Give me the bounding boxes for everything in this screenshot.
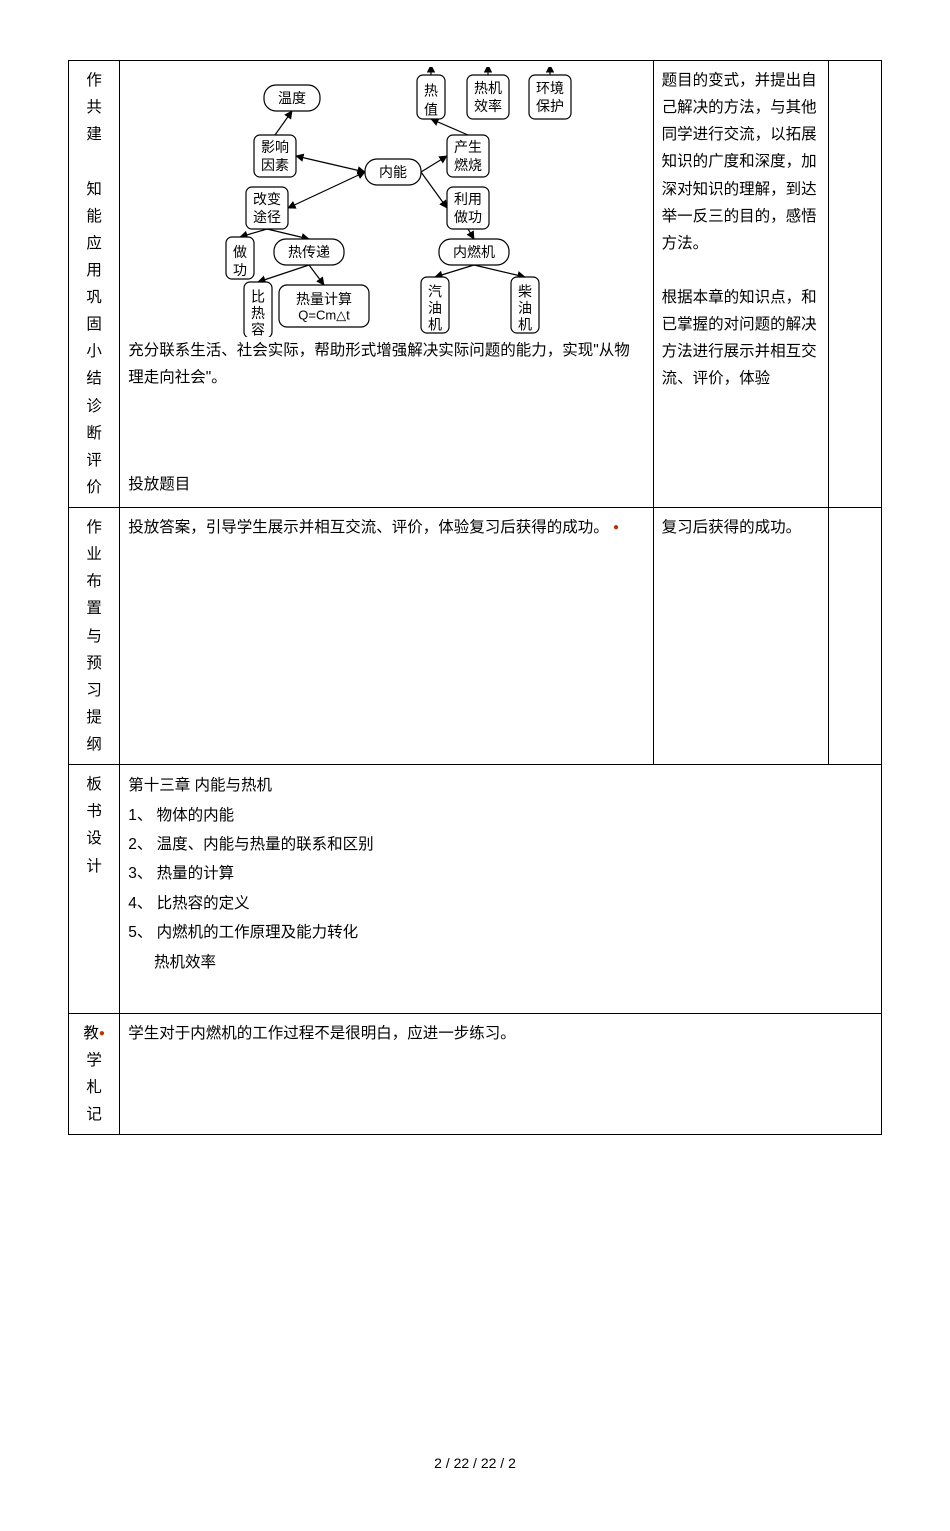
label-col-1: 作共建 知能应用 巩固小结 诊断评价 [69,61,120,508]
bd-item: 4、 比热容的定义 [128,889,873,918]
svg-text:利用: 利用 [454,191,482,207]
concept-map-svg: 温度热值热机效率环境保护影响因素内能产生燃烧改变途径利用做功做功热传递内燃机比热… [171,67,601,337]
svg-text:机: 机 [518,317,532,333]
row-section-3: 板书设计 第十三章 内能与热机 1、 物体的内能 2、 温度、内能与热量的联系和… [69,765,882,1014]
row-section-4: 教●学札记 学生对于内燃机的工作过程不是很明白，应进一步练习。 [69,1013,882,1135]
notes-col-1: 题目的变式，并提出自己解决的方法，与其他同学进行交流，以拓展知识的广度和深度，加… [653,61,828,508]
label-col-3: 板书设计 [69,765,120,1014]
svg-text:环境: 环境 [536,80,564,96]
dot-icon: ● [613,522,619,533]
empty-col-2 [828,508,881,765]
label-col-2: 作业布置 与预习提纲 [69,508,120,765]
row-section-1: 作共建 知能应用 巩固小结 诊断评价 温度热值热机效率环境保护影响因素内能产生燃… [69,61,882,508]
notes-text-1: 题目的变式，并提出自己解决的方法，与其他同学进行交流，以拓展知识的广度和深度，加… [662,67,820,393]
svg-text:热传递: 热传递 [288,244,330,260]
svg-text:改变: 改变 [253,191,281,207]
main-table: 作共建 知能应用 巩固小结 诊断评价 温度热值热机效率环境保护影响因素内能产生燃… [68,60,882,1135]
row-section-2: 作业布置 与预习提纲 投放答案，引导学生展示并相互交流、评价，体验复习后获得的成… [69,508,882,765]
svg-text:功: 功 [233,262,247,278]
svg-text:保护: 保护 [536,98,564,114]
svg-text:燃烧: 燃烧 [454,157,482,173]
body-text-1a: 充分联系生活、社会实际，帮助形式增强解决实际问题的能力，实现"从物理走向社会"。 [128,337,644,391]
content-col-1: 温度热值热机效率环境保护影响因素内能产生燃烧改变途径利用做功做功热传递内燃机比热… [120,61,653,508]
svg-text:容: 容 [251,322,265,337]
bd-item: 热机效率 [128,948,873,977]
bd-item: 3、 热量的计算 [128,859,873,888]
content-col-4: 学生对于内燃机的工作过程不是很明白，应进一步练习。 [120,1013,882,1135]
bd-item: 5、 内燃机的工作原理及能力转化 [128,918,873,947]
svg-text:热量计算: 热量计算 [296,291,352,307]
svg-text:热: 热 [424,83,438,99]
board-design-list: 第十三章 内能与热机 1、 物体的内能 2、 温度、内能与热量的联系和区别 3、… [128,771,873,1007]
empty-col-1 [828,61,881,508]
svg-text:影响: 影响 [261,139,289,155]
svg-text:效率: 效率 [474,98,502,114]
bd-item: 2、 温度、内能与热量的联系和区别 [128,830,873,859]
bd-title: 第十三章 内能与热机 [128,771,873,800]
svg-text:机: 机 [428,317,442,333]
svg-text:油: 油 [428,300,442,316]
svg-text:柴: 柴 [518,283,532,299]
svg-text:热机: 热机 [474,80,502,96]
svg-text:内能: 内能 [379,164,407,180]
body-text-1b: 投放题目 [128,471,644,498]
page-footer: 2 / 22 / 22 / 2 [68,1455,882,1471]
content-col-2: 投放答案，引导学生展示并相互交流、评价，体验复习后获得的成功。 ● [120,508,653,765]
notes-text-2: 复习后获得的成功。 [662,514,820,541]
svg-text:比: 比 [251,288,265,304]
content-col-3: 第十三章 内能与热机 1、 物体的内能 2、 温度、内能与热量的联系和区别 3、… [120,765,882,1014]
svg-text:因素: 因素 [261,157,289,173]
svg-text:值: 值 [424,102,438,118]
bd-item: 1、 物体的内能 [128,801,873,830]
svg-text:做功: 做功 [454,209,482,225]
svg-text:产生: 产生 [454,139,482,155]
svg-text:内燃机: 内燃机 [453,244,495,260]
svg-text:做: 做 [233,244,247,260]
svg-text:油: 油 [518,300,532,316]
svg-text:途径: 途径 [253,209,281,225]
body-text-4: 学生对于内燃机的工作过程不是很明白，应进一步练习。 [128,1020,873,1047]
label-col-4: 教●学札记 [69,1013,120,1135]
concept-map: 温度热值热机效率环境保护影响因素内能产生燃烧改变途径利用做功做功热传递内燃机比热… [128,67,644,337]
svg-text:温度: 温度 [278,90,306,106]
svg-text:Q=Cm△t: Q=Cm△t [299,308,351,323]
svg-text:汽: 汽 [428,283,442,299]
svg-text:热: 热 [251,305,265,321]
notes-col-2: 复习后获得的成功。 [653,508,828,765]
body-text-2: 投放答案，引导学生展示并相互交流、评价，体验复习后获得的成功。 [128,519,609,536]
page: 作共建 知能应用 巩固小结 诊断评价 温度热值热机效率环境保护影响因素内能产生燃… [0,0,950,1531]
